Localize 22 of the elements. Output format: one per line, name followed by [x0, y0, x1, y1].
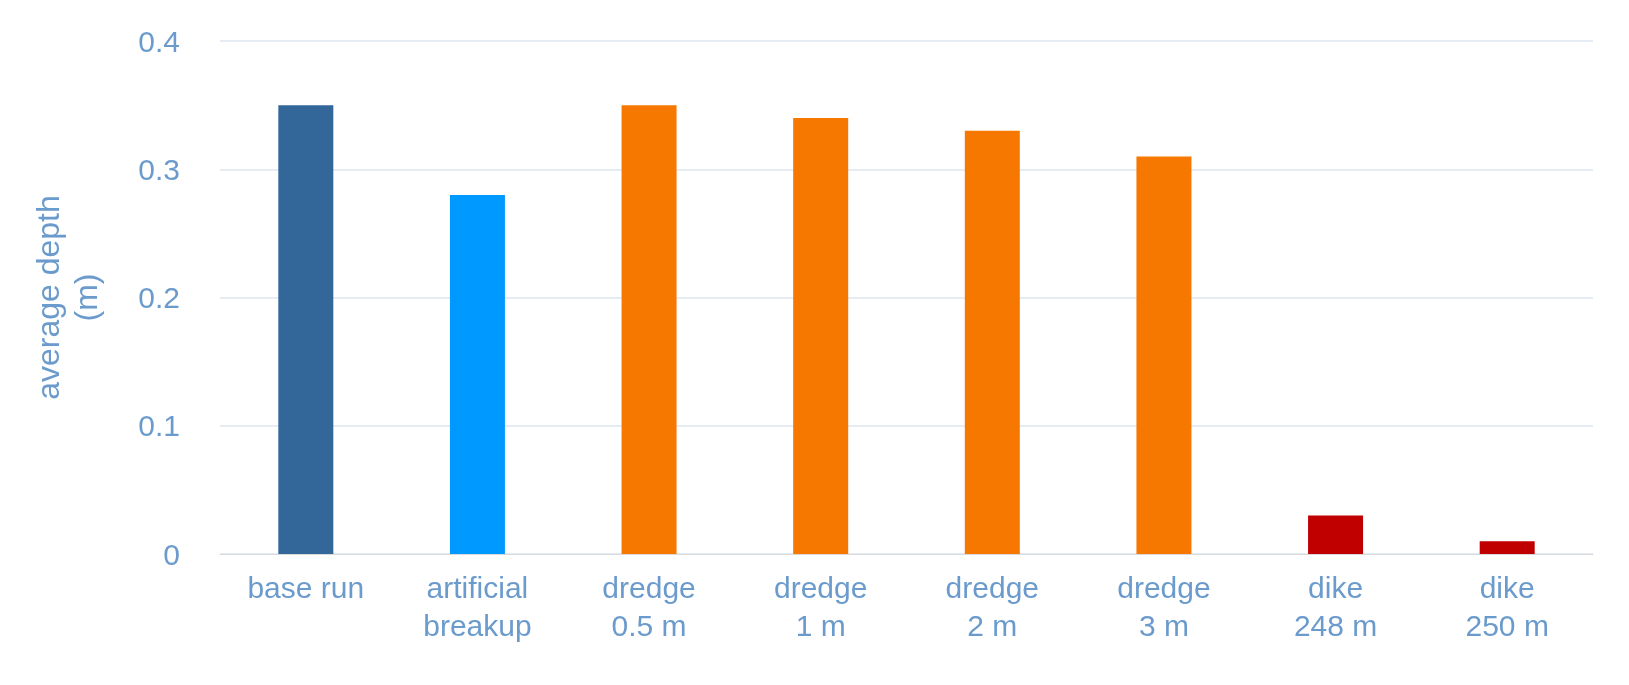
- bar: [1308, 515, 1364, 554]
- x-tick-label: artificial breakup: [423, 570, 532, 642]
- x-tick-label: dike 250 m: [1465, 570, 1549, 642]
- bar: [964, 130, 1020, 554]
- bar: [278, 105, 334, 554]
- bar: [449, 194, 505, 554]
- x-tick-label: dredge 1 m: [773, 570, 868, 642]
- bar: [1136, 156, 1192, 554]
- bar: [793, 117, 849, 554]
- x-tick-label: dike 248 m: [1293, 570, 1378, 642]
- y-tick-label: 0.4: [138, 24, 180, 58]
- y-tick-label: 0: [163, 537, 180, 571]
- y-tick-label: 0.1: [138, 409, 180, 443]
- y-axis-title: average depth (m): [30, 195, 104, 400]
- y-tick-label: 0.3: [138, 152, 180, 186]
- x-tick-label: dredge 2 m: [945, 570, 1040, 642]
- x-tick-label: dredge 3 m: [1117, 570, 1211, 642]
- y-tick-label: 0.2: [138, 281, 180, 314]
- bar: [1479, 541, 1535, 554]
- bar: [621, 105, 677, 554]
- x-tick-label: base run: [247, 570, 365, 604]
- x-tick-label: dredge 0.5 m: [602, 570, 696, 642]
